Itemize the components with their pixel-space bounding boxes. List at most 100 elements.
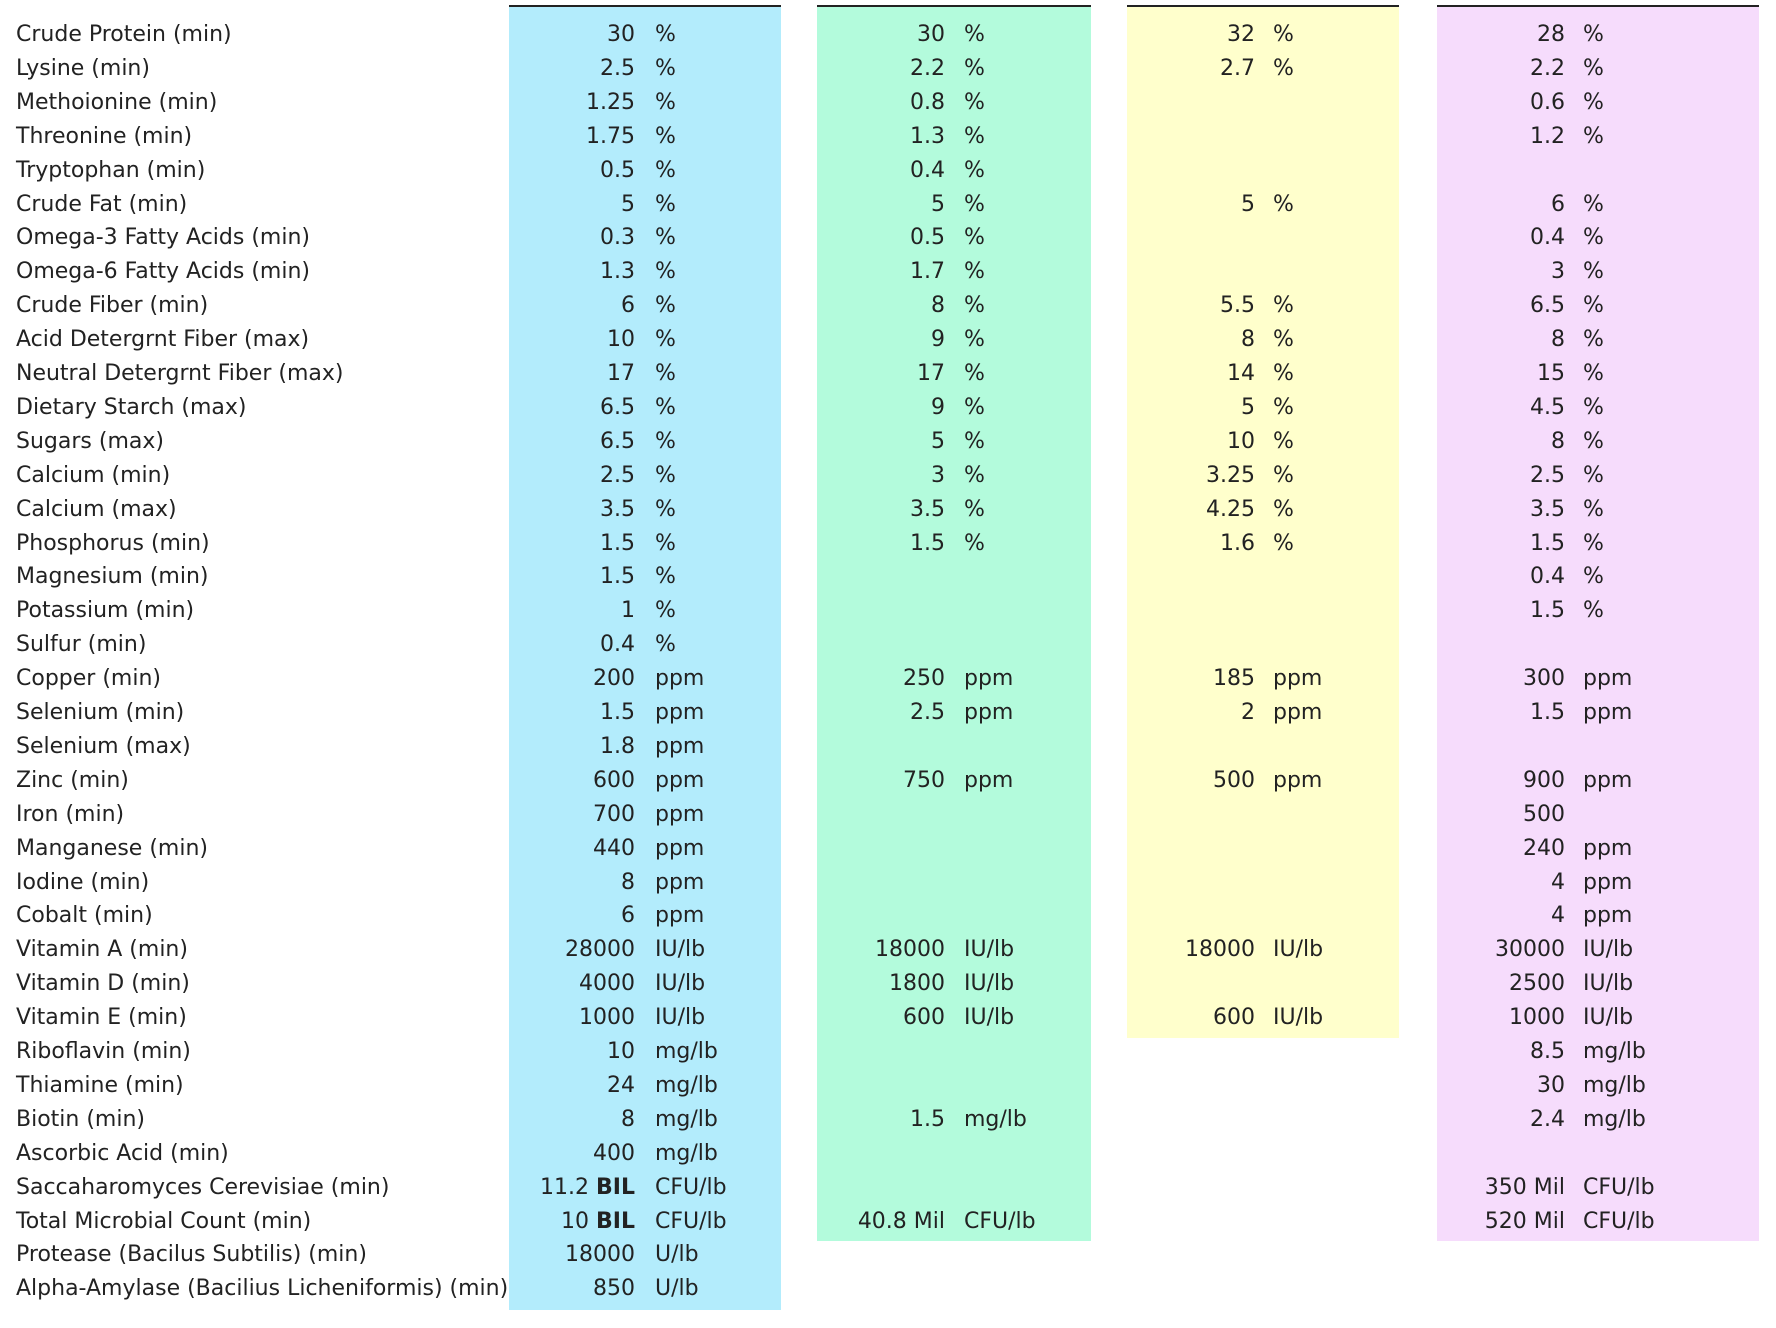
value: 1.2 [1530,123,1565,149]
cell-value: 1.5 [745,1103,945,1137]
value: 1.5 [1530,598,1565,624]
value: 5 [621,191,635,217]
cell-value: 15 [1365,357,1565,391]
cell-unit: % [964,530,985,556]
cell-value: 1.25 [435,86,635,120]
value: 2.5 [910,700,945,725]
value: 600 [593,767,635,793]
cell-value: 4 [1365,866,1565,900]
cell-unit: mg/lb [655,1140,718,1166]
cell-value: 18000 [745,933,945,967]
value: 6.5 [600,394,635,420]
row-label: Potassium (min) [16,598,195,624]
value: 3 [931,462,945,488]
cell-value: 200 [435,662,635,696]
cell-unit: % [1583,462,1604,488]
cell-value: 17 [435,357,635,391]
value: 2.2 [910,55,945,81]
value: 40.8 Mil [857,1208,945,1234]
cell-value: 10 BIL [435,1205,635,1239]
cell-value: 185 [1055,662,1255,696]
cell-unit: ppm [1273,700,1323,725]
cell-value: 600 [435,764,635,798]
cell-value: 8 [435,1103,635,1137]
value: 4000 [579,971,635,997]
cell-value: 9 [745,391,945,425]
value: 17 [607,361,635,386]
cell-value: 18000 [435,1238,635,1272]
cell-unit: ppm [1583,903,1633,929]
cell-unit: % [964,462,985,488]
header-rule [509,5,781,7]
row-label: Lysine (min) [16,55,150,81]
cell-unit: mg/lb [1583,1106,1646,1132]
cell-value: 350 Mil [1365,1171,1565,1205]
cell-unit: % [655,89,676,115]
cell-value: 5.5 [1055,289,1255,323]
cell-value: 6.5 [435,391,635,425]
value: 520 Mil [1484,1208,1565,1234]
value: 8 [1551,327,1565,353]
value: 8.5 [1530,1039,1565,1064]
cell-unit: IU/lb [1273,937,1324,963]
cell-unit: % [964,157,985,183]
value: 300 [1523,666,1565,692]
value: 10 [607,327,635,353]
cell-unit: IU/lb [1583,937,1634,963]
value: 3.5 [1530,496,1565,522]
cell-value: 5 [1055,188,1255,222]
cell-unit: % [655,394,676,420]
cell-unit: % [964,293,985,319]
cell-value: 3.5 [435,493,635,527]
cell-value: 600 [1055,1001,1255,1035]
value: 1800 [889,971,945,997]
row-label: Selenium (max) [16,733,191,759]
cell-unit: % [1583,327,1604,353]
value: 5 [931,191,945,217]
cell-unit: % [964,361,985,386]
cell-value: 600 [745,1001,945,1035]
cell-unit: % [1273,191,1294,217]
cell-unit: % [1273,327,1294,353]
cell-value: 2.5 [435,52,635,86]
cell-unit: ppm [1583,835,1633,861]
cell-value: 11.2 BIL [435,1171,635,1205]
row-label: Total Microbial Count (min) [16,1208,312,1234]
value: 1000 [579,1005,635,1031]
value: 6 [621,903,635,929]
cell-value: 6 [435,899,635,933]
cell-value: 28000 [435,933,635,967]
cell-unit: U/lb [655,1242,699,1268]
row-label: Cobalt (min) [16,903,153,929]
cell-value: 1.5 [745,527,945,561]
cell-unit: % [1273,361,1294,386]
value: 2.5 [600,462,635,488]
cell-value: 5 [745,425,945,459]
cell-value: 0.4 [435,628,635,662]
cell-unit: % [1583,259,1604,285]
cell-value: 5 [745,188,945,222]
cell-value: 1.7 [745,255,945,289]
row-label: Riboflavin (min) [16,1039,191,1064]
cell-unit: IU/lb [1273,1005,1324,1031]
value: 1.25 [586,89,635,115]
cell-unit: CFU/lb [1583,1208,1655,1234]
value: 1.3 [600,259,635,285]
column-background [509,7,781,1310]
value: 9 [931,394,945,420]
value: 4 [1551,869,1565,895]
cell-value: 1.3 [435,255,635,289]
value: 8 [621,869,635,895]
cell-value: 1.8 [435,730,635,764]
cell-unit: CFU/lb [655,1208,727,1234]
cell-value: 0.6 [1365,86,1565,120]
cell-unit: % [964,496,985,522]
column-background [1127,7,1399,1038]
value: 0.4 [910,157,945,183]
value: 3 [1551,259,1565,285]
cell-unit: IU/lb [655,1005,706,1031]
value: 1.5 [600,700,635,725]
cell-unit: % [655,632,676,658]
cell-value: 1800 [745,967,945,1001]
cell-unit: % [655,462,676,488]
